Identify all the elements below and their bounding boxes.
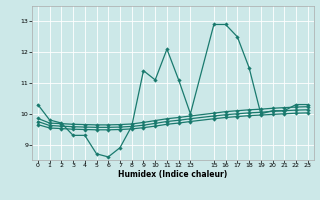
X-axis label: Humidex (Indice chaleur): Humidex (Indice chaleur) [118,170,228,179]
